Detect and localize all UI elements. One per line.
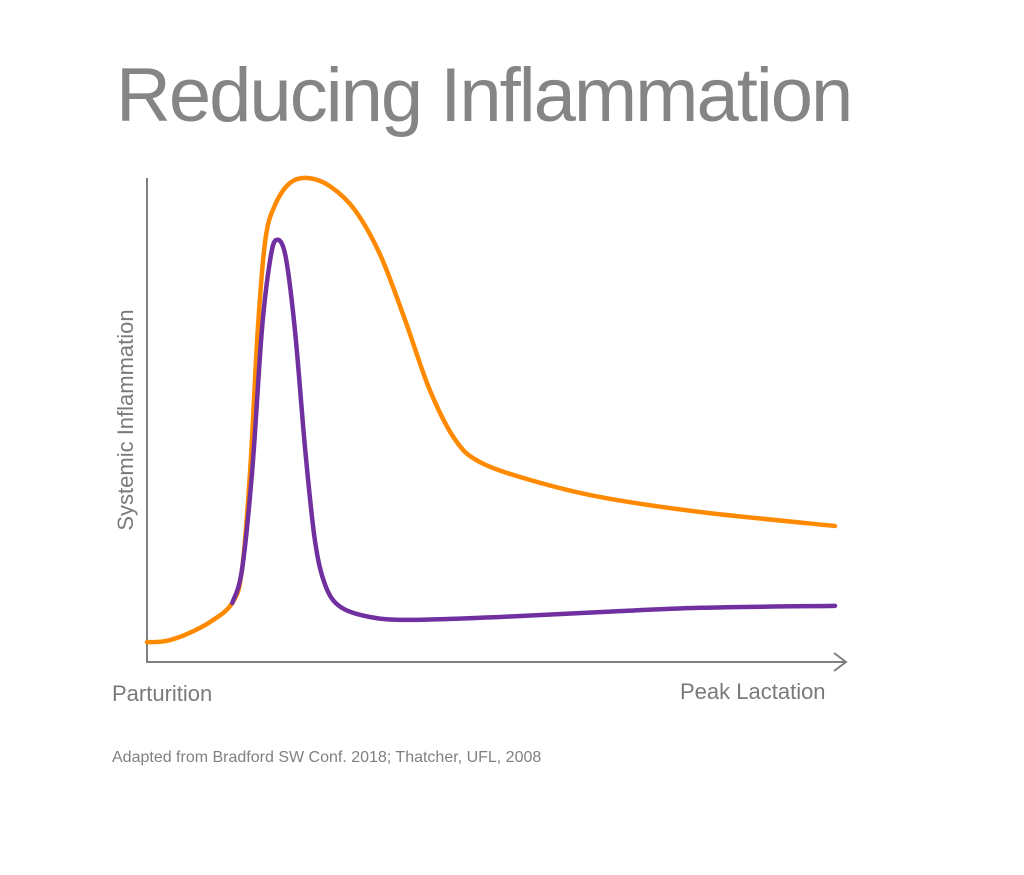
y-axis-label: Systemic Inflammation — [113, 309, 138, 531]
x-axis-arrowhead — [833, 652, 848, 672]
chart-title: Reducing Inflammation — [116, 53, 853, 138]
series-line-2 — [230, 237, 838, 623]
series-line-1 — [144, 175, 838, 645]
x-axis-start-label: Parturition — [112, 681, 213, 706]
source-caption: Adapted from Bradford SW Conf. 2018; Tha… — [112, 749, 542, 766]
x-axis-end-label: Peak Lactation — [680, 679, 826, 704]
